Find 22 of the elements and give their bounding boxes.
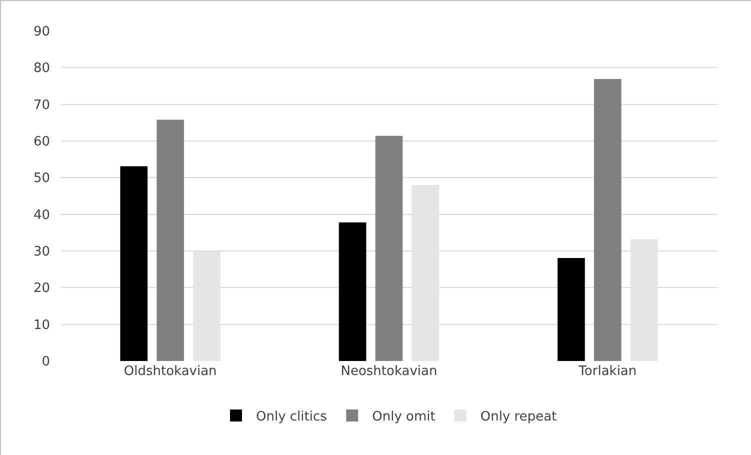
y-tick-label: 50	[33, 171, 50, 186]
y-tick-label: 30	[33, 244, 50, 260]
y-tick-label: 40	[33, 208, 50, 223]
x-tick-label: Oldshtokavian	[124, 364, 217, 379]
y-tick-label: 20	[33, 281, 50, 296]
legend-label: Only omit	[372, 410, 436, 425]
bar	[594, 79, 622, 361]
legend-label: Only clitics	[256, 410, 328, 425]
bar	[375, 136, 403, 361]
bar	[338, 222, 366, 361]
legend-label: Only repeat	[480, 410, 557, 425]
y-tick-label: 80	[33, 61, 50, 76]
bar	[558, 258, 585, 361]
y-tick-label: 90	[33, 24, 50, 40]
y-tick-label: 0	[42, 354, 50, 370]
bar	[156, 120, 184, 361]
x-tick-label: Neoshtokavian	[340, 364, 438, 379]
y-tick-label: 70	[33, 98, 50, 113]
y-tick-label: 60	[33, 134, 50, 150]
bar	[120, 166, 148, 361]
y-tick-label: 10	[33, 318, 50, 333]
x-tick-label: Torlakian	[578, 364, 637, 379]
